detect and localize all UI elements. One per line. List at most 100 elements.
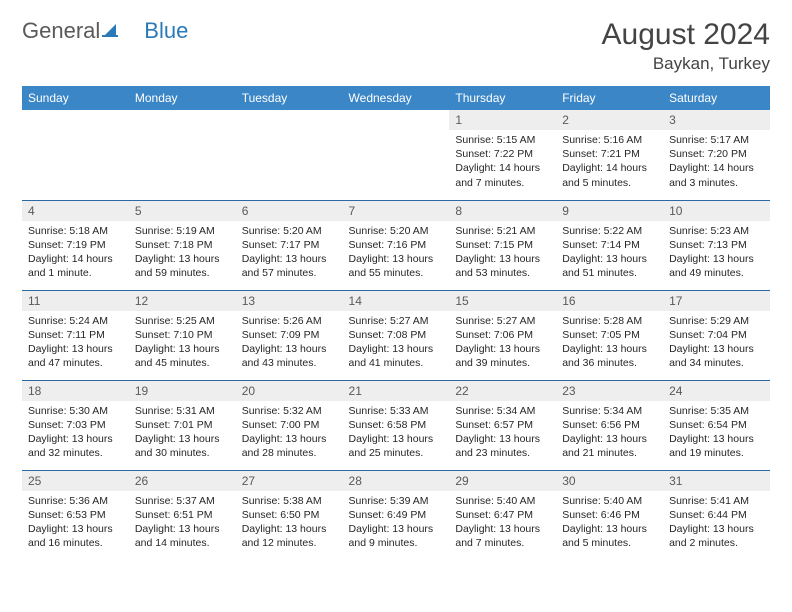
sunset-text: Sunset: 7:09 PM	[242, 328, 337, 342]
day-cell: 14Sunrise: 5:27 AMSunset: 7:08 PMDayligh…	[343, 290, 450, 380]
sunrise-text: Sunrise: 5:19 AM	[135, 224, 230, 238]
day-cell: 25Sunrise: 5:36 AMSunset: 6:53 PMDayligh…	[22, 470, 129, 560]
sunset-text: Sunset: 7:21 PM	[562, 147, 657, 161]
sunrise-text: Sunrise: 5:16 AM	[562, 133, 657, 147]
day-cell: 30Sunrise: 5:40 AMSunset: 6:46 PMDayligh…	[556, 470, 663, 560]
header: General Blue August 2024 Baykan, Turkey	[22, 18, 770, 74]
daylight-text: Daylight: 13 hours and 12 minutes.	[242, 522, 337, 550]
day-cell: 19Sunrise: 5:31 AMSunset: 7:01 PMDayligh…	[129, 380, 236, 470]
daylight-text: Daylight: 13 hours and 16 minutes.	[28, 522, 123, 550]
week-row: 1Sunrise: 5:15 AMSunset: 7:22 PMDaylight…	[22, 110, 770, 200]
day-number: 8	[449, 201, 556, 221]
day-cell: 15Sunrise: 5:27 AMSunset: 7:06 PMDayligh…	[449, 290, 556, 380]
day-content: Sunrise: 5:21 AMSunset: 7:15 PMDaylight:…	[449, 221, 556, 284]
day-content: Sunrise: 5:27 AMSunset: 7:08 PMDaylight:…	[343, 311, 450, 374]
day-content: Sunrise: 5:23 AMSunset: 7:13 PMDaylight:…	[663, 221, 770, 284]
sunset-text: Sunset: 7:19 PM	[28, 238, 123, 252]
day-number: 12	[129, 291, 236, 311]
sunset-text: Sunset: 6:53 PM	[28, 508, 123, 522]
day-content: Sunrise: 5:34 AMSunset: 6:57 PMDaylight:…	[449, 401, 556, 464]
daylight-text: Daylight: 13 hours and 47 minutes.	[28, 342, 123, 370]
day-cell: 23Sunrise: 5:34 AMSunset: 6:56 PMDayligh…	[556, 380, 663, 470]
day-content: Sunrise: 5:20 AMSunset: 7:17 PMDaylight:…	[236, 221, 343, 284]
sunrise-text: Sunrise: 5:22 AM	[562, 224, 657, 238]
day-number: 16	[556, 291, 663, 311]
day-number: 22	[449, 381, 556, 401]
day-number: 27	[236, 471, 343, 491]
day-cell	[343, 110, 450, 200]
calendar-page: General Blue August 2024 Baykan, Turkey …	[0, 0, 792, 578]
sunset-text: Sunset: 7:00 PM	[242, 418, 337, 432]
sunset-text: Sunset: 6:47 PM	[455, 508, 550, 522]
daylight-text: Daylight: 13 hours and 59 minutes.	[135, 252, 230, 280]
daylight-text: Daylight: 13 hours and 41 minutes.	[349, 342, 444, 370]
sunset-text: Sunset: 7:20 PM	[669, 147, 764, 161]
sunset-text: Sunset: 7:06 PM	[455, 328, 550, 342]
day-content: Sunrise: 5:31 AMSunset: 7:01 PMDaylight:…	[129, 401, 236, 464]
week-row: 25Sunrise: 5:36 AMSunset: 6:53 PMDayligh…	[22, 470, 770, 560]
day-cell: 24Sunrise: 5:35 AMSunset: 6:54 PMDayligh…	[663, 380, 770, 470]
daylight-text: Daylight: 13 hours and 57 minutes.	[242, 252, 337, 280]
daylight-text: Daylight: 13 hours and 21 minutes.	[562, 432, 657, 460]
sunset-text: Sunset: 7:10 PM	[135, 328, 230, 342]
day-cell: 29Sunrise: 5:40 AMSunset: 6:47 PMDayligh…	[449, 470, 556, 560]
sunrise-text: Sunrise: 5:20 AM	[242, 224, 337, 238]
day-number: 24	[663, 381, 770, 401]
sunrise-text: Sunrise: 5:23 AM	[669, 224, 764, 238]
day-cell: 6Sunrise: 5:20 AMSunset: 7:17 PMDaylight…	[236, 200, 343, 290]
sunset-text: Sunset: 7:11 PM	[28, 328, 123, 342]
title-block: August 2024 Baykan, Turkey	[602, 18, 770, 74]
logo-text-2: Blue	[144, 18, 188, 44]
day-number: 29	[449, 471, 556, 491]
day-content: Sunrise: 5:39 AMSunset: 6:49 PMDaylight:…	[343, 491, 450, 554]
day-content: Sunrise: 5:27 AMSunset: 7:06 PMDaylight:…	[449, 311, 556, 374]
sunrise-text: Sunrise: 5:33 AM	[349, 404, 444, 418]
calendar-body: 1Sunrise: 5:15 AMSunset: 7:22 PMDaylight…	[22, 110, 770, 560]
weekday-header: Sunday	[22, 86, 129, 110]
day-cell: 31Sunrise: 5:41 AMSunset: 6:44 PMDayligh…	[663, 470, 770, 560]
day-content: Sunrise: 5:41 AMSunset: 6:44 PMDaylight:…	[663, 491, 770, 554]
sunset-text: Sunset: 7:18 PM	[135, 238, 230, 252]
daylight-text: Daylight: 13 hours and 39 minutes.	[455, 342, 550, 370]
daylight-text: Daylight: 13 hours and 14 minutes.	[135, 522, 230, 550]
day-content: Sunrise: 5:26 AMSunset: 7:09 PMDaylight:…	[236, 311, 343, 374]
sunset-text: Sunset: 7:13 PM	[669, 238, 764, 252]
sunset-text: Sunset: 6:57 PM	[455, 418, 550, 432]
day-number: 1	[449, 110, 556, 130]
day-cell: 11Sunrise: 5:24 AMSunset: 7:11 PMDayligh…	[22, 290, 129, 380]
day-cell: 7Sunrise: 5:20 AMSunset: 7:16 PMDaylight…	[343, 200, 450, 290]
sunset-text: Sunset: 7:14 PM	[562, 238, 657, 252]
logo: General Blue	[22, 18, 188, 44]
day-content: Sunrise: 5:18 AMSunset: 7:19 PMDaylight:…	[22, 221, 129, 284]
day-content: Sunrise: 5:22 AMSunset: 7:14 PMDaylight:…	[556, 221, 663, 284]
day-content: Sunrise: 5:40 AMSunset: 6:46 PMDaylight:…	[556, 491, 663, 554]
sunrise-text: Sunrise: 5:17 AM	[669, 133, 764, 147]
day-content: Sunrise: 5:15 AMSunset: 7:22 PMDaylight:…	[449, 130, 556, 193]
day-number: 11	[22, 291, 129, 311]
day-number: 7	[343, 201, 450, 221]
sunset-text: Sunset: 7:03 PM	[28, 418, 123, 432]
sunrise-text: Sunrise: 5:40 AM	[455, 494, 550, 508]
daylight-text: Daylight: 13 hours and 23 minutes.	[455, 432, 550, 460]
day-cell: 17Sunrise: 5:29 AMSunset: 7:04 PMDayligh…	[663, 290, 770, 380]
sunset-text: Sunset: 7:17 PM	[242, 238, 337, 252]
day-cell: 10Sunrise: 5:23 AMSunset: 7:13 PMDayligh…	[663, 200, 770, 290]
sunset-text: Sunset: 7:04 PM	[669, 328, 764, 342]
sunset-text: Sunset: 7:15 PM	[455, 238, 550, 252]
daylight-text: Daylight: 13 hours and 43 minutes.	[242, 342, 337, 370]
sunrise-text: Sunrise: 5:32 AM	[242, 404, 337, 418]
sunrise-text: Sunrise: 5:25 AM	[135, 314, 230, 328]
day-content: Sunrise: 5:29 AMSunset: 7:04 PMDaylight:…	[663, 311, 770, 374]
day-number: 4	[22, 201, 129, 221]
sunrise-text: Sunrise: 5:28 AM	[562, 314, 657, 328]
calendar-table: Sunday Monday Tuesday Wednesday Thursday…	[22, 86, 770, 560]
day-number: 17	[663, 291, 770, 311]
day-number: 14	[343, 291, 450, 311]
daylight-text: Daylight: 13 hours and 30 minutes.	[135, 432, 230, 460]
daylight-text: Daylight: 14 hours and 7 minutes.	[455, 161, 550, 189]
week-row: 4Sunrise: 5:18 AMSunset: 7:19 PMDaylight…	[22, 200, 770, 290]
sunrise-text: Sunrise: 5:30 AM	[28, 404, 123, 418]
day-number: 23	[556, 381, 663, 401]
weekday-header: Wednesday	[343, 86, 450, 110]
sunrise-text: Sunrise: 5:34 AM	[455, 404, 550, 418]
